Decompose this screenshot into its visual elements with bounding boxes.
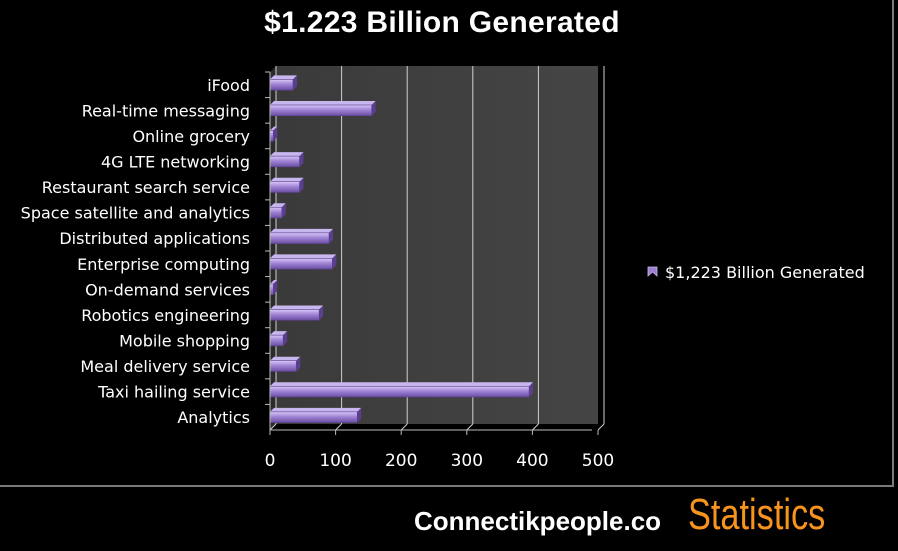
gridline-depth xyxy=(269,423,277,431)
gridline-depth xyxy=(597,423,605,431)
category-label: iFood xyxy=(207,76,250,95)
bar xyxy=(269,407,362,423)
legend-label: $1,223 Billion Generated xyxy=(665,263,865,282)
category-label: Mobile shopping xyxy=(119,332,250,351)
gridline-depth xyxy=(532,423,539,431)
x-tick-label: 500 xyxy=(582,451,614,471)
gridline-depth xyxy=(466,423,474,431)
bar-chart: 0 100 200 300 400 500 iFood Real-time messaging… xyxy=(21,66,865,471)
x-tick-label: 0 xyxy=(265,451,276,471)
legend-swatch xyxy=(647,266,658,277)
slide-frame xyxy=(0,0,894,487)
category-label: Distributed applications xyxy=(59,229,250,248)
bar xyxy=(269,152,304,168)
bar xyxy=(269,331,288,347)
category-label: Restaurant search service xyxy=(42,178,250,197)
legend: $1,223 Billion Generated xyxy=(647,263,865,282)
category-label: Taxi hailing service xyxy=(97,383,250,402)
gridline-depth xyxy=(400,423,408,431)
x-tick-label: 200 xyxy=(385,451,417,471)
bar xyxy=(269,305,324,321)
bar xyxy=(269,356,301,372)
bar xyxy=(269,254,337,270)
x-tick-label: 100 xyxy=(319,451,351,471)
footer-statistics-tag: Statistics xyxy=(688,490,826,539)
footer-brand: Connectikpeople.co xyxy=(414,506,662,536)
category-label: Online grocery xyxy=(132,127,250,146)
bar xyxy=(269,203,286,219)
bar xyxy=(269,100,376,117)
category-label: 4G LTE networking xyxy=(101,153,250,172)
plot-area xyxy=(276,66,598,424)
x-tick-label: 400 xyxy=(516,451,548,471)
category-label: Space satellite and analytics xyxy=(21,204,250,223)
category-label: On-demand services xyxy=(85,280,250,299)
bar xyxy=(269,177,304,193)
category-label: Analytics xyxy=(177,408,250,427)
bar xyxy=(269,279,278,296)
category-label: Enterprise computing xyxy=(77,255,250,274)
bar xyxy=(269,382,534,398)
bar xyxy=(269,228,334,244)
bar xyxy=(269,75,297,91)
chart-title: $1.223 Billion Generated xyxy=(264,6,620,39)
plot-side-wall xyxy=(270,66,276,430)
bar xyxy=(269,126,278,142)
gridline-depth xyxy=(335,423,342,431)
category-label: Robotics engineering xyxy=(81,306,250,325)
category-label: Meal delivery service xyxy=(80,357,250,376)
x-tick-label: 300 xyxy=(451,451,483,471)
category-label: Real-time messaging xyxy=(82,101,250,120)
